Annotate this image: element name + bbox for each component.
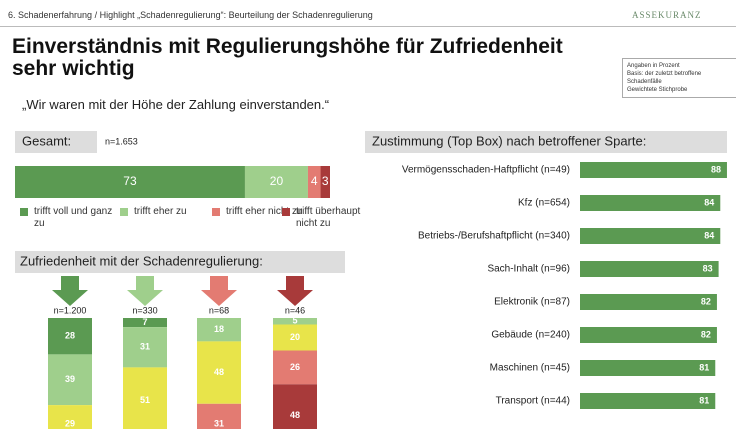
data-label: 26	[290, 362, 300, 372]
data-label: 73	[123, 174, 137, 188]
bar	[580, 360, 716, 376]
data-label: 83	[703, 263, 713, 273]
data-label: 7	[142, 317, 147, 327]
category-label: Vermögensschaden-Haftpflicht (n=49)	[402, 165, 570, 176]
category-label: Betriebs-/Berufshaftpflicht (n=340)	[418, 231, 570, 242]
data-label: 4	[311, 174, 318, 188]
bar-segment	[244, 166, 308, 198]
band	[15, 131, 97, 153]
column-segment	[197, 403, 241, 429]
note: Gewichtete Stichprobe	[627, 87, 688, 93]
notes-box: Angaben in Prozent Basis: der zuletzt be…	[622, 58, 736, 98]
data-label: 5	[292, 316, 297, 326]
legend-text: trifft voll und ganz zu	[34, 206, 113, 229]
data-label: 81	[699, 362, 709, 372]
bar-segment	[320, 166, 330, 198]
column-segment	[48, 318, 92, 355]
data-label: 31	[214, 418, 224, 428]
legend-swatch	[282, 208, 290, 216]
data-label: 82	[701, 296, 711, 306]
category-label: Transport (n=44)	[496, 396, 570, 407]
column-segment	[123, 367, 167, 429]
divider	[0, 26, 736, 27]
arrow	[127, 276, 163, 306]
total-n: n=1.653	[105, 136, 138, 146]
legend-item: trifft eher nicht zu	[212, 206, 306, 218]
breadcrumb: 6. Schadenerfahrung / Highlight „Schaden…	[8, 10, 373, 20]
category-label: Kfz (n=654)	[518, 198, 570, 209]
column-segment	[273, 324, 317, 351]
band	[15, 251, 345, 273]
band	[365, 131, 727, 153]
column-segment	[273, 318, 317, 325]
category-label: Elektronik (n=87)	[494, 297, 570, 308]
legend-item: trifft voll und ganz zu	[20, 206, 114, 230]
legend-swatch	[212, 208, 220, 216]
column-n: n=330	[132, 305, 157, 315]
data-label: 48	[290, 410, 300, 420]
bar-segment	[307, 166, 321, 198]
legend-text: trifft eher zu	[134, 206, 187, 217]
data-label: 18	[214, 324, 224, 334]
data-label: 39	[65, 374, 75, 384]
data-label: 84	[704, 230, 714, 240]
column-segment	[197, 341, 241, 404]
data-label: 31	[140, 342, 150, 352]
quote: „Wir waren mit der Höhe der Zahlung einv…	[22, 97, 330, 112]
data-label: 51	[140, 395, 150, 405]
column-segment	[273, 384, 317, 429]
title: Einverständnis mit Regulierungshöhe für …	[12, 35, 563, 80]
data-label: 82	[701, 329, 711, 339]
category-label: Sach-Inhalt (n=96)	[487, 264, 570, 275]
data-label: 81	[699, 395, 709, 405]
bar	[580, 327, 717, 343]
category-label: Gebäude (n=240)	[491, 330, 570, 341]
data-label: 84	[704, 197, 714, 207]
legend-item: trifft eher zu	[120, 206, 214, 218]
legend-swatch	[20, 208, 28, 216]
logo: ASSEKURANZ	[632, 10, 702, 20]
data-label: 28	[65, 331, 75, 341]
column-segment	[123, 318, 167, 328]
column-n: n=1.200	[54, 305, 87, 315]
data-label: 20	[290, 332, 300, 342]
bar	[580, 261, 719, 277]
column-n: n=68	[209, 305, 229, 315]
legend-swatch	[120, 208, 128, 216]
data-label: 88	[711, 164, 721, 174]
arrow	[277, 276, 313, 306]
bar-segment	[15, 166, 245, 198]
satisfaction-title: Zufriedenheit mit der Schadenregulierung…	[20, 253, 263, 268]
legend-text: trifft eher nicht zu	[226, 206, 303, 217]
column-segment	[273, 350, 317, 385]
column-segment	[123, 327, 167, 368]
data-label: 3	[322, 174, 329, 188]
bar	[580, 228, 721, 244]
column-segment	[48, 354, 92, 406]
bar	[580, 393, 716, 409]
data-label: 29	[65, 418, 75, 428]
total-label: Gesamt:	[22, 133, 71, 148]
legend-text: trifft überhaupt nicht zu	[296, 206, 361, 229]
column-segment	[197, 318, 241, 342]
data-label: 48	[214, 367, 224, 377]
legend-item: trifft überhaupt nicht zu	[282, 206, 376, 230]
note: Basis: der zuletzt betroffene Schadenfäl…	[627, 71, 702, 85]
data-label: 20	[270, 174, 284, 188]
arrow	[52, 276, 88, 306]
category-label: Maschinen (n=45)	[490, 363, 570, 374]
chart-title: Zustimmung (Top Box) nach betroffener Sp…	[372, 133, 646, 148]
note: Angaben in Prozent	[627, 63, 680, 69]
bar	[580, 195, 721, 211]
arrow	[201, 276, 237, 306]
column-n: n=46	[285, 305, 305, 315]
column-segment	[48, 405, 92, 429]
bar	[580, 162, 727, 178]
bar	[580, 294, 717, 310]
